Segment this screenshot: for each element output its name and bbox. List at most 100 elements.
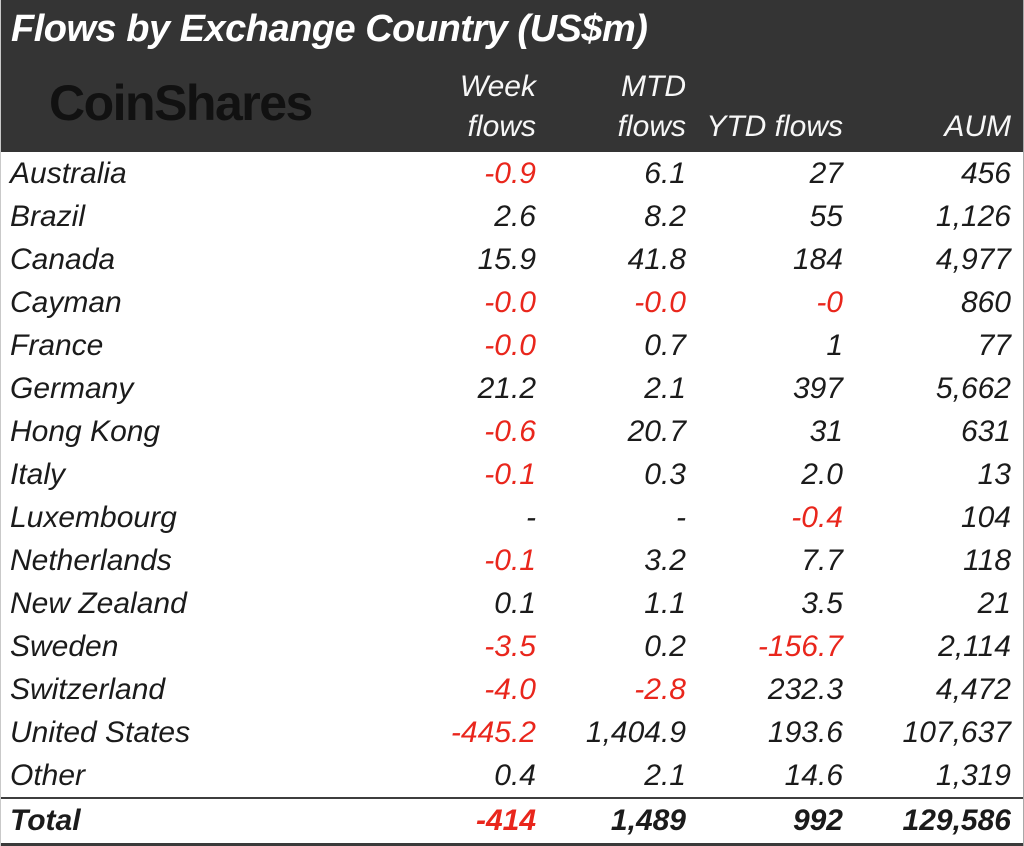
ytd-flows-cell: 31 xyxy=(809,414,843,448)
table-row: New Zealand 0.1 1.1 3.5 21 xyxy=(1,582,1023,625)
total-ytd-flows: 992 xyxy=(792,804,843,837)
ytd-flows-cell: 55 xyxy=(809,199,843,233)
table-header: Flows by Exchange Country (US$m) CoinSha… xyxy=(1,0,1023,152)
week-flows-cell: 0.1 xyxy=(494,586,536,620)
aum-cell: 2,114 xyxy=(938,629,1011,663)
mtd-flows-cell: 1,404.9 xyxy=(585,715,686,749)
ytd-flows-cell: -0.4 xyxy=(791,500,843,534)
table-row: Luxembourg - - -0.4 104 xyxy=(1,496,1023,539)
week-flows-cell: 21.2 xyxy=(477,371,536,405)
table-row: Australia -0.9 6.1 27 456 xyxy=(1,152,1023,195)
aum-cell: 860 xyxy=(960,285,1011,319)
table-row: Netherlands -0.1 3.2 7.7 118 xyxy=(1,539,1023,582)
week-flows-cell: 0.4 xyxy=(494,758,536,792)
aum-cell: 1,319 xyxy=(935,758,1011,792)
aum-cell: 4,977 xyxy=(935,242,1011,276)
week-flows-cell: -0.6 xyxy=(484,414,536,448)
country-cell: Switzerland xyxy=(10,672,166,706)
aum-cell: 21 xyxy=(977,586,1011,620)
week-flows-cell: -3.5 xyxy=(484,629,536,663)
aum-cell: 107,637 xyxy=(902,715,1011,749)
column-header-mtd-line1: MTD xyxy=(621,69,686,103)
aum-cell: 631 xyxy=(960,414,1011,448)
ytd-flows-cell: 232.3 xyxy=(767,672,843,706)
column-header-ytd-flows: YTD flows xyxy=(689,107,846,151)
page-title: Flows by Exchange Country (US$m) xyxy=(11,8,648,50)
country-cell: Netherlands xyxy=(10,543,172,577)
column-header-row: CoinShares Week flows MTD flows YTD flow… xyxy=(1,51,1023,151)
mtd-flows-cell: 2.1 xyxy=(644,758,686,792)
aum-cell: 5,662 xyxy=(935,371,1011,405)
total-week-flows: -414 xyxy=(475,804,536,837)
mtd-flows-cell: 0.7 xyxy=(644,328,686,362)
mtd-flows-cell: - xyxy=(676,500,686,534)
ytd-flows-cell: -0 xyxy=(816,285,843,319)
country-cell: Luxembourg xyxy=(10,500,177,534)
ytd-flows-cell: -156.7 xyxy=(757,629,843,663)
mtd-flows-cell: 6.1 xyxy=(644,156,686,190)
country-cell: Brazil xyxy=(10,199,86,233)
table-row: Italy -0.1 0.3 2.0 13 xyxy=(1,453,1023,496)
logo-cell: CoinShares xyxy=(1,51,331,151)
week-flows-cell: -0.9 xyxy=(484,156,536,190)
column-header-aum-line2: AUM xyxy=(944,109,1011,143)
mtd-flows-cell: 41.8 xyxy=(627,242,686,276)
ytd-flows-cell: 27 xyxy=(809,156,843,190)
mtd-flows-cell: 2.1 xyxy=(644,371,686,405)
week-flows-cell: 2.6 xyxy=(494,199,536,233)
column-header-week-line2: flows xyxy=(467,109,536,143)
week-flows-cell: -0.1 xyxy=(484,543,536,577)
mtd-flows-cell: 3.2 xyxy=(644,543,686,577)
country-cell: Germany xyxy=(10,371,134,405)
country-cell: New Zealand xyxy=(10,586,187,620)
column-header-week-line1: Week xyxy=(459,69,536,103)
table-row: Other 0.4 2.1 14.6 1,319 xyxy=(1,754,1023,797)
week-flows-cell: -4.0 xyxy=(484,672,536,706)
column-header-week-flows: Week flows xyxy=(331,67,539,151)
country-cell: France xyxy=(10,328,104,362)
aum-cell: 4,472 xyxy=(935,672,1011,706)
week-flows-cell: -0.1 xyxy=(484,457,536,491)
table-row: Switzerland -4.0 -2.8 232.3 4,472 xyxy=(1,668,1023,711)
table-body: Australia -0.9 6.1 27 456 Brazil 2.6 8.2… xyxy=(1,152,1023,797)
week-flows-cell: -445.2 xyxy=(450,715,536,749)
ytd-flows-cell: 3.5 xyxy=(801,586,843,620)
country-cell: Italy xyxy=(10,457,66,491)
table-row: France -0.0 0.7 1 77 xyxy=(1,324,1023,367)
ytd-flows-cell: 193.6 xyxy=(767,715,843,749)
aum-cell: 13 xyxy=(977,457,1011,491)
aum-cell: 77 xyxy=(977,328,1011,362)
ytd-flows-cell: 397 xyxy=(792,371,843,405)
total-label: Total xyxy=(10,804,81,837)
table-row: Canada 15.9 41.8 184 4,977 xyxy=(1,238,1023,281)
country-cell: Sweden xyxy=(10,629,119,663)
total-aum: 129,586 xyxy=(902,804,1011,837)
country-cell: United States xyxy=(10,715,191,749)
ytd-flows-cell: 184 xyxy=(792,242,843,276)
aum-cell: 118 xyxy=(963,543,1011,577)
table-row: Sweden -3.5 0.2 -156.7 2,114 xyxy=(1,625,1023,668)
mtd-flows-cell: 0.3 xyxy=(644,457,686,491)
aum-cell: 456 xyxy=(960,156,1011,190)
mtd-flows-cell: 1.1 xyxy=(644,586,686,620)
country-cell: Hong Kong xyxy=(10,414,161,448)
table-row: Hong Kong -0.6 20.7 31 631 xyxy=(1,410,1023,453)
column-header-mtd-flows: MTD flows xyxy=(539,67,689,151)
table-row: Brazil 2.6 8.2 55 1,126 xyxy=(1,195,1023,238)
table-row: Cayman -0.0 -0.0 -0 860 xyxy=(1,281,1023,324)
country-cell: Canada xyxy=(10,242,116,276)
column-header-aum: AUM xyxy=(846,107,1023,151)
column-header-mtd-line2: flows xyxy=(617,109,686,143)
mtd-flows-cell: 0.2 xyxy=(644,629,686,663)
country-cell: Cayman xyxy=(10,285,122,319)
column-header-ytd-line2: YTD flows xyxy=(706,109,843,143)
total-mtd-flows: 1,489 xyxy=(610,804,686,837)
week-flows-cell: -0.0 xyxy=(484,285,536,319)
ytd-flows-cell: 2.0 xyxy=(801,457,843,491)
ytd-flows-cell: 7.7 xyxy=(801,543,843,577)
week-flows-cell: 15.9 xyxy=(477,242,536,276)
week-flows-cell: -0.0 xyxy=(484,328,536,362)
aum-cell: 104 xyxy=(960,500,1011,534)
country-cell: Australia xyxy=(10,156,127,190)
